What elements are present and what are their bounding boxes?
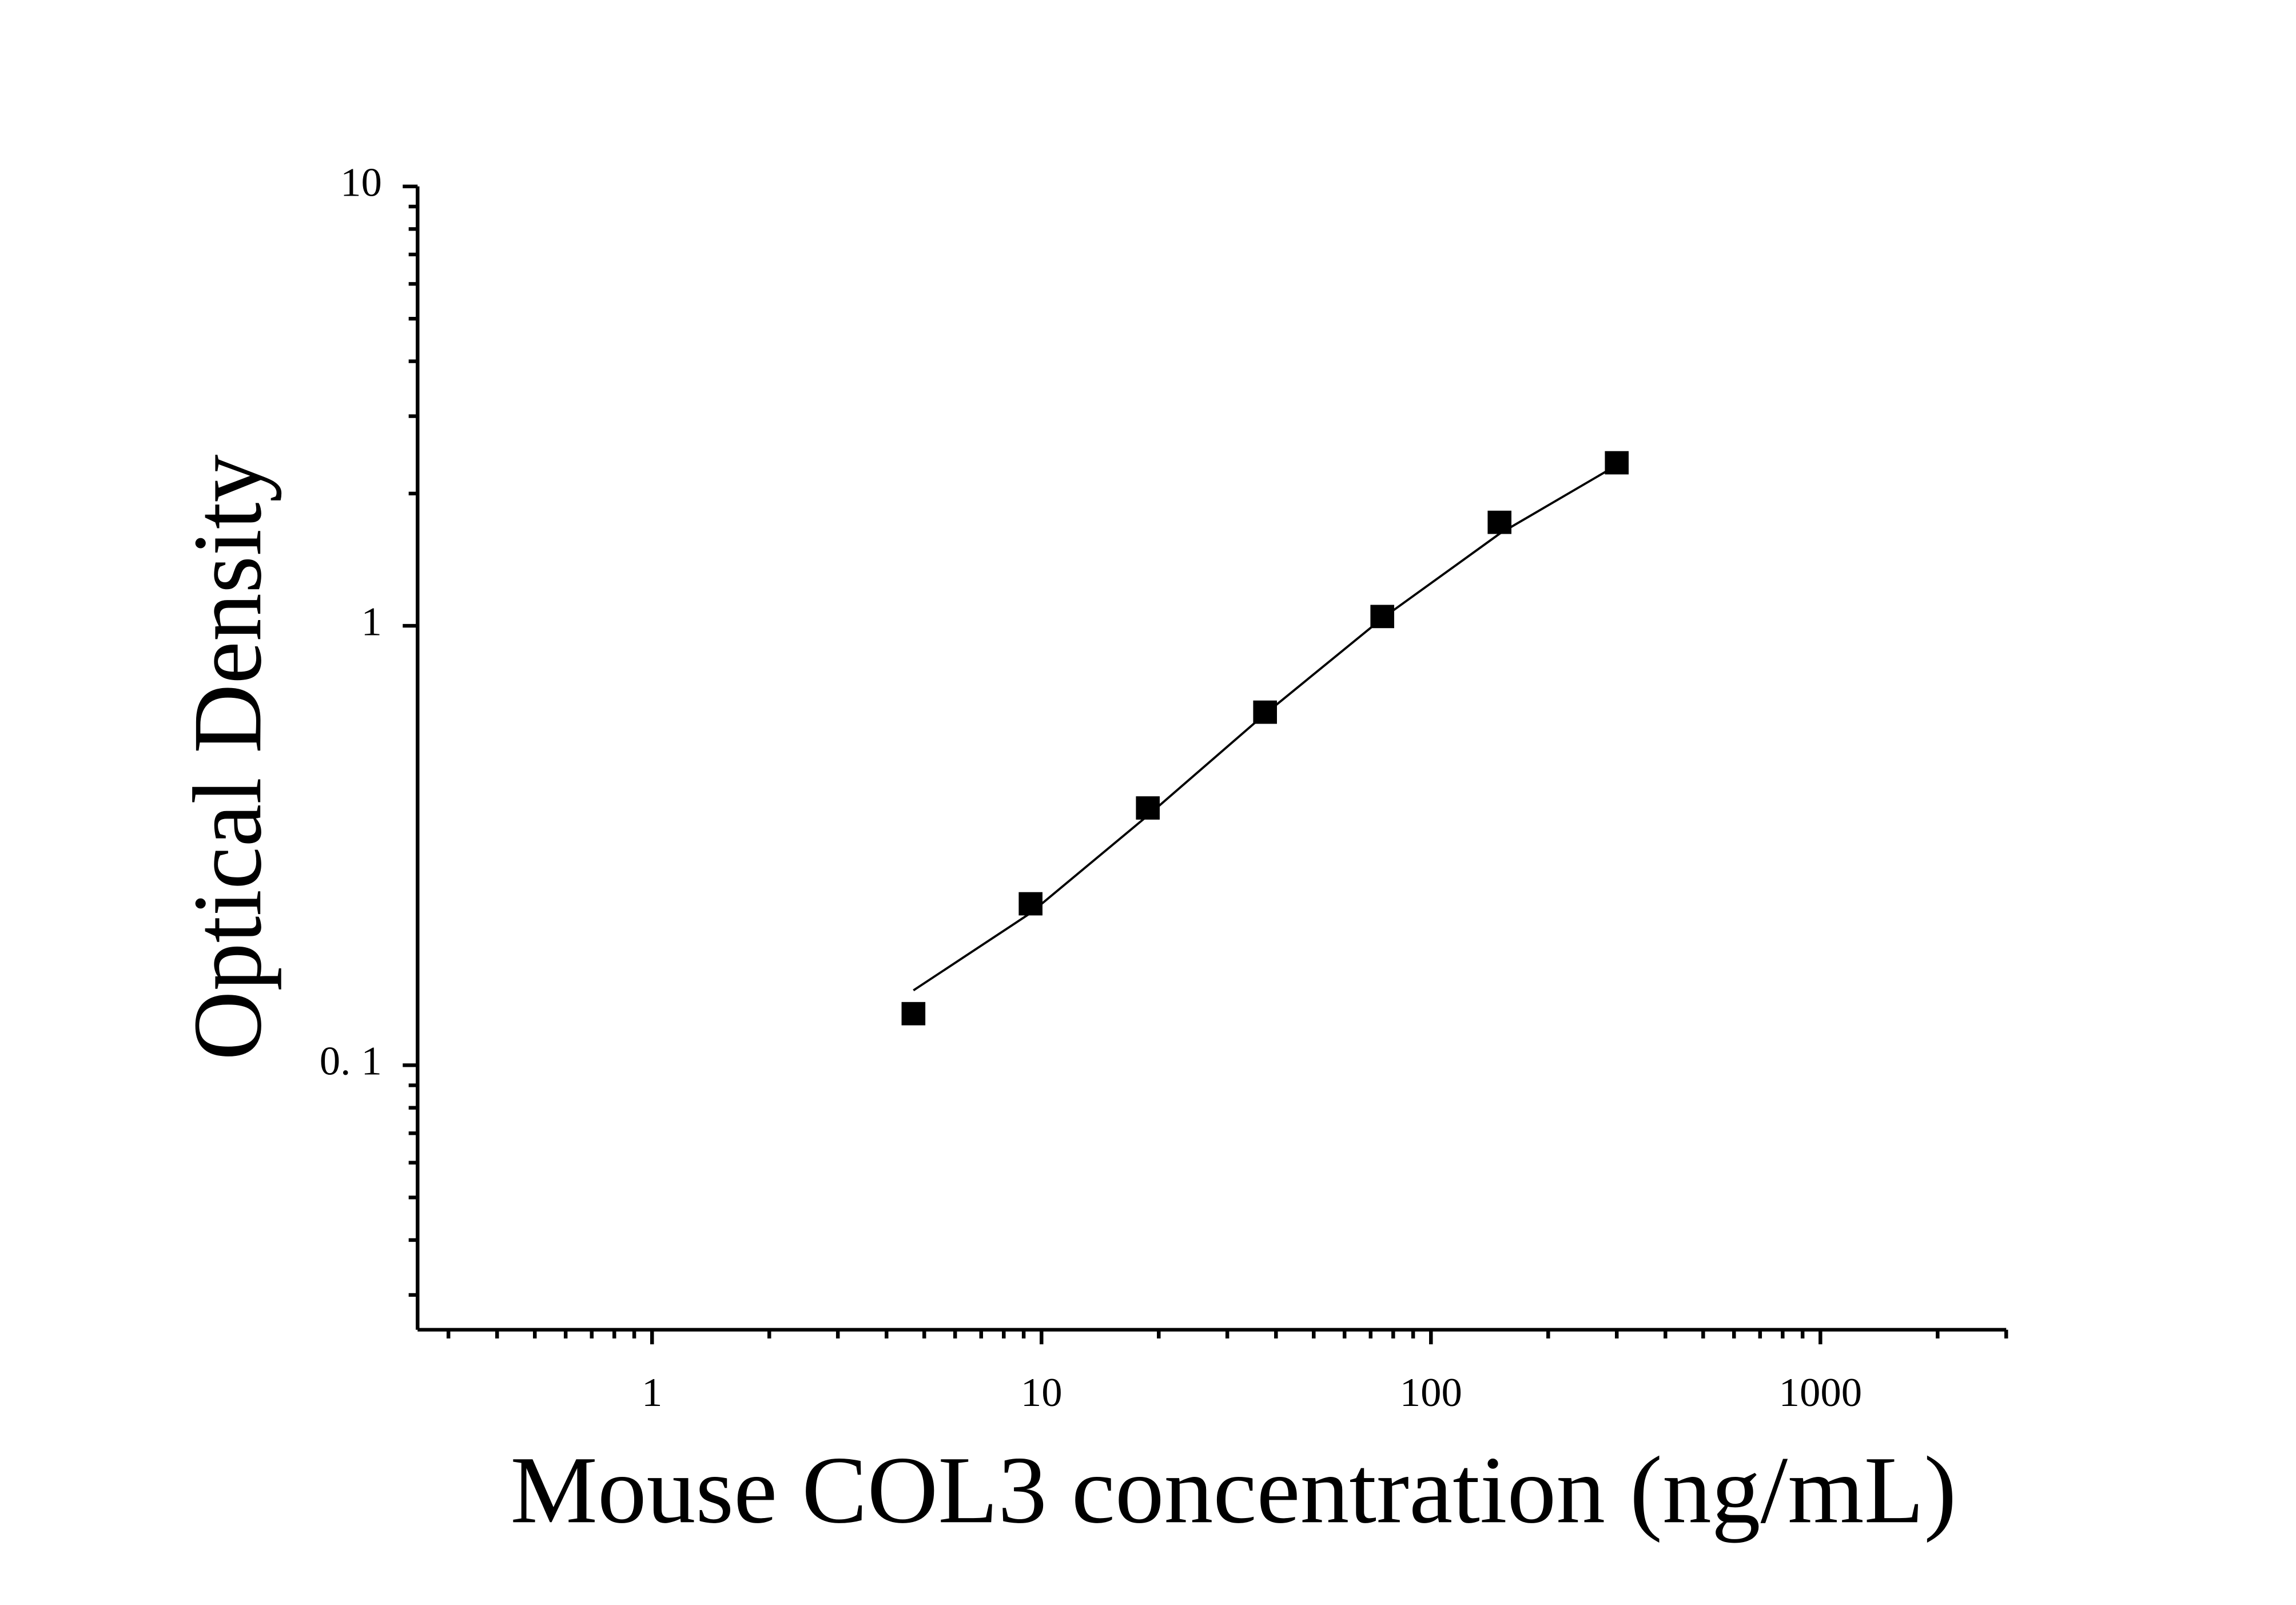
x-axis-label: Mouse COL3 concentration (ng/mL) (510, 1437, 1956, 1543)
y-tick-label: 0. 1 (320, 1038, 382, 1083)
point (901, 1002, 926, 1026)
x-tick-label: 10 (1021, 1370, 1063, 1415)
y-tick-label: 1 (361, 599, 381, 644)
fit-curve (913, 464, 1618, 992)
y-axis-label: Optical Density (173, 454, 282, 1060)
point (1018, 892, 1042, 916)
x-tick-label: 100 (1400, 1370, 1462, 1415)
y-tick-label: 10 (340, 160, 382, 205)
x-tick-label: 1000 (1779, 1370, 1862, 1415)
point (1487, 510, 1512, 534)
x-tick-label: 1 (642, 1370, 662, 1415)
